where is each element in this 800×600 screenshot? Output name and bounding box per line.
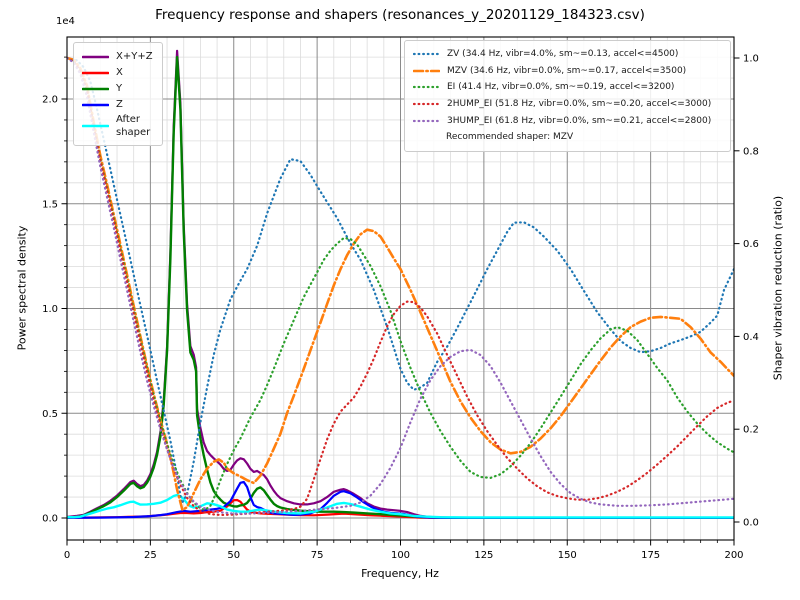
legend-item-x-y-z: X+Y+Z	[82, 49, 153, 64]
legend-item-label: Y	[116, 83, 123, 94]
legend-item-label: EI (41.4 Hz, vibr=0.0%, sm~=0.19, accel<…	[447, 82, 675, 93]
legend-item-label: 2HUMP_EI (51.8 Hz, vibr=0.0%, sm~=0.20, …	[447, 99, 712, 110]
legend-item-z: Z	[82, 97, 153, 112]
legend-swatch-line	[82, 103, 109, 106]
x-tick-label: 75	[311, 550, 324, 561]
legend-item-label: X	[116, 67, 123, 78]
y-right-tick-label: 0.8	[743, 146, 759, 157]
legend-item-label: ZV (34.4 Hz, vibr=4.0%, sm~=0.13, accel<…	[447, 49, 679, 60]
legend-swatch-line	[82, 124, 109, 128]
recommended-shaper-text: Recommended shaper: MZV	[446, 132, 574, 143]
legend-swatch-line	[413, 119, 440, 122]
legend-item-mzv: MZV (34.6 Hz, vibr=0.0%, sm~=0.17, accel…	[413, 63, 722, 80]
legend-item-label: After shaper	[116, 114, 151, 138]
y-left-tick-label: 0.5	[42, 409, 58, 420]
legend-swatch-line	[82, 71, 109, 74]
y-right-tick-label: 0.6	[743, 239, 759, 250]
legend-item-label: X+Y+Z	[116, 51, 153, 62]
y-left-tick-label: 2.0	[42, 95, 58, 106]
legend-item-2hump-ei: 2HUMP_EI (51.8 Hz, vibr=0.0%, sm~=0.20, …	[413, 96, 722, 113]
shaper-curve-mzv	[67, 56, 734, 512]
psd-curve-y	[67, 55, 734, 519]
legend-item-label: MZV (34.6 Hz, vibr=0.0%, sm~=0.17, accel…	[447, 65, 687, 76]
legend-swatch-line	[413, 102, 440, 106]
y-right-axis-label: Shaper vibration reduction (ratio)	[771, 195, 785, 381]
legend-item-label: Z	[116, 99, 123, 110]
legend-footer-recommended: Recommended shaper: MZV	[413, 129, 722, 146]
legend-item-ei: EI (41.4 Hz, vibr=0.0%, sm~=0.19, accel<…	[413, 79, 722, 96]
psd-curve-after-shaper	[67, 493, 734, 519]
y-left-tick-label: 1.0	[42, 304, 58, 315]
legend-swatch-line	[413, 53, 440, 56]
x-tick-label: 175	[641, 550, 660, 561]
y-left-tick-label: 0.0	[42, 514, 58, 525]
legend-item-y: Y	[82, 81, 153, 96]
legend-item-3hump-ei: 3HUMP_EI (61.8 Hz, vibr=0.0%, sm~=0.21, …	[413, 112, 722, 129]
legend-item-zv: ZV (34.4 Hz, vibr=4.0%, sm~=0.13, accel<…	[413, 46, 722, 63]
y-right-tick-label: 0.0	[743, 518, 759, 529]
x-tick-label: 0	[64, 550, 70, 561]
y-left-axis-label: Power spectral density	[15, 225, 29, 351]
legend-swatch-line	[82, 55, 109, 58]
y-right-tick-label: 1.0	[743, 54, 759, 65]
legend-shapers: ZV (34.4 Hz, vibr=4.0%, sm~=0.13, accel<…	[404, 40, 731, 152]
x-axis-label: Frequency, Hz	[361, 567, 439, 580]
legend-swatch-line	[82, 87, 109, 90]
x-tick-label: 100	[391, 550, 410, 561]
x-tick-label: 125	[474, 550, 493, 561]
legend-swatch-line	[413, 69, 440, 73]
shaper-curve-ei	[67, 56, 734, 511]
legend-item-label: 3HUMP_EI (61.8 Hz, vibr=0.0%, sm~=0.21, …	[447, 115, 712, 126]
y-right-tick-label: 0.4	[743, 332, 759, 343]
x-tick-label: 25	[144, 550, 157, 561]
legend-psd: X+Y+Z X Y Z After shaper	[73, 42, 163, 146]
legend-item-x: X	[82, 65, 153, 80]
chart-title: Frequency response and shapers (resonanc…	[155, 7, 645, 23]
y-left-offset-label: 1e4	[56, 16, 75, 27]
x-tick-label: 200	[724, 550, 743, 561]
legend-item-after-shaper: After shaper	[82, 113, 153, 139]
shaper-curve-3hump-ei	[67, 56, 734, 515]
x-tick-label: 50	[227, 550, 240, 561]
x-tick-label: 150	[558, 550, 577, 561]
shaper-curve-2hump-ei	[67, 56, 734, 517]
y-right-tick-label: 0.2	[743, 425, 759, 436]
y-left-tick-label: 1.5	[42, 199, 58, 210]
legend-swatch-line	[413, 86, 440, 89]
